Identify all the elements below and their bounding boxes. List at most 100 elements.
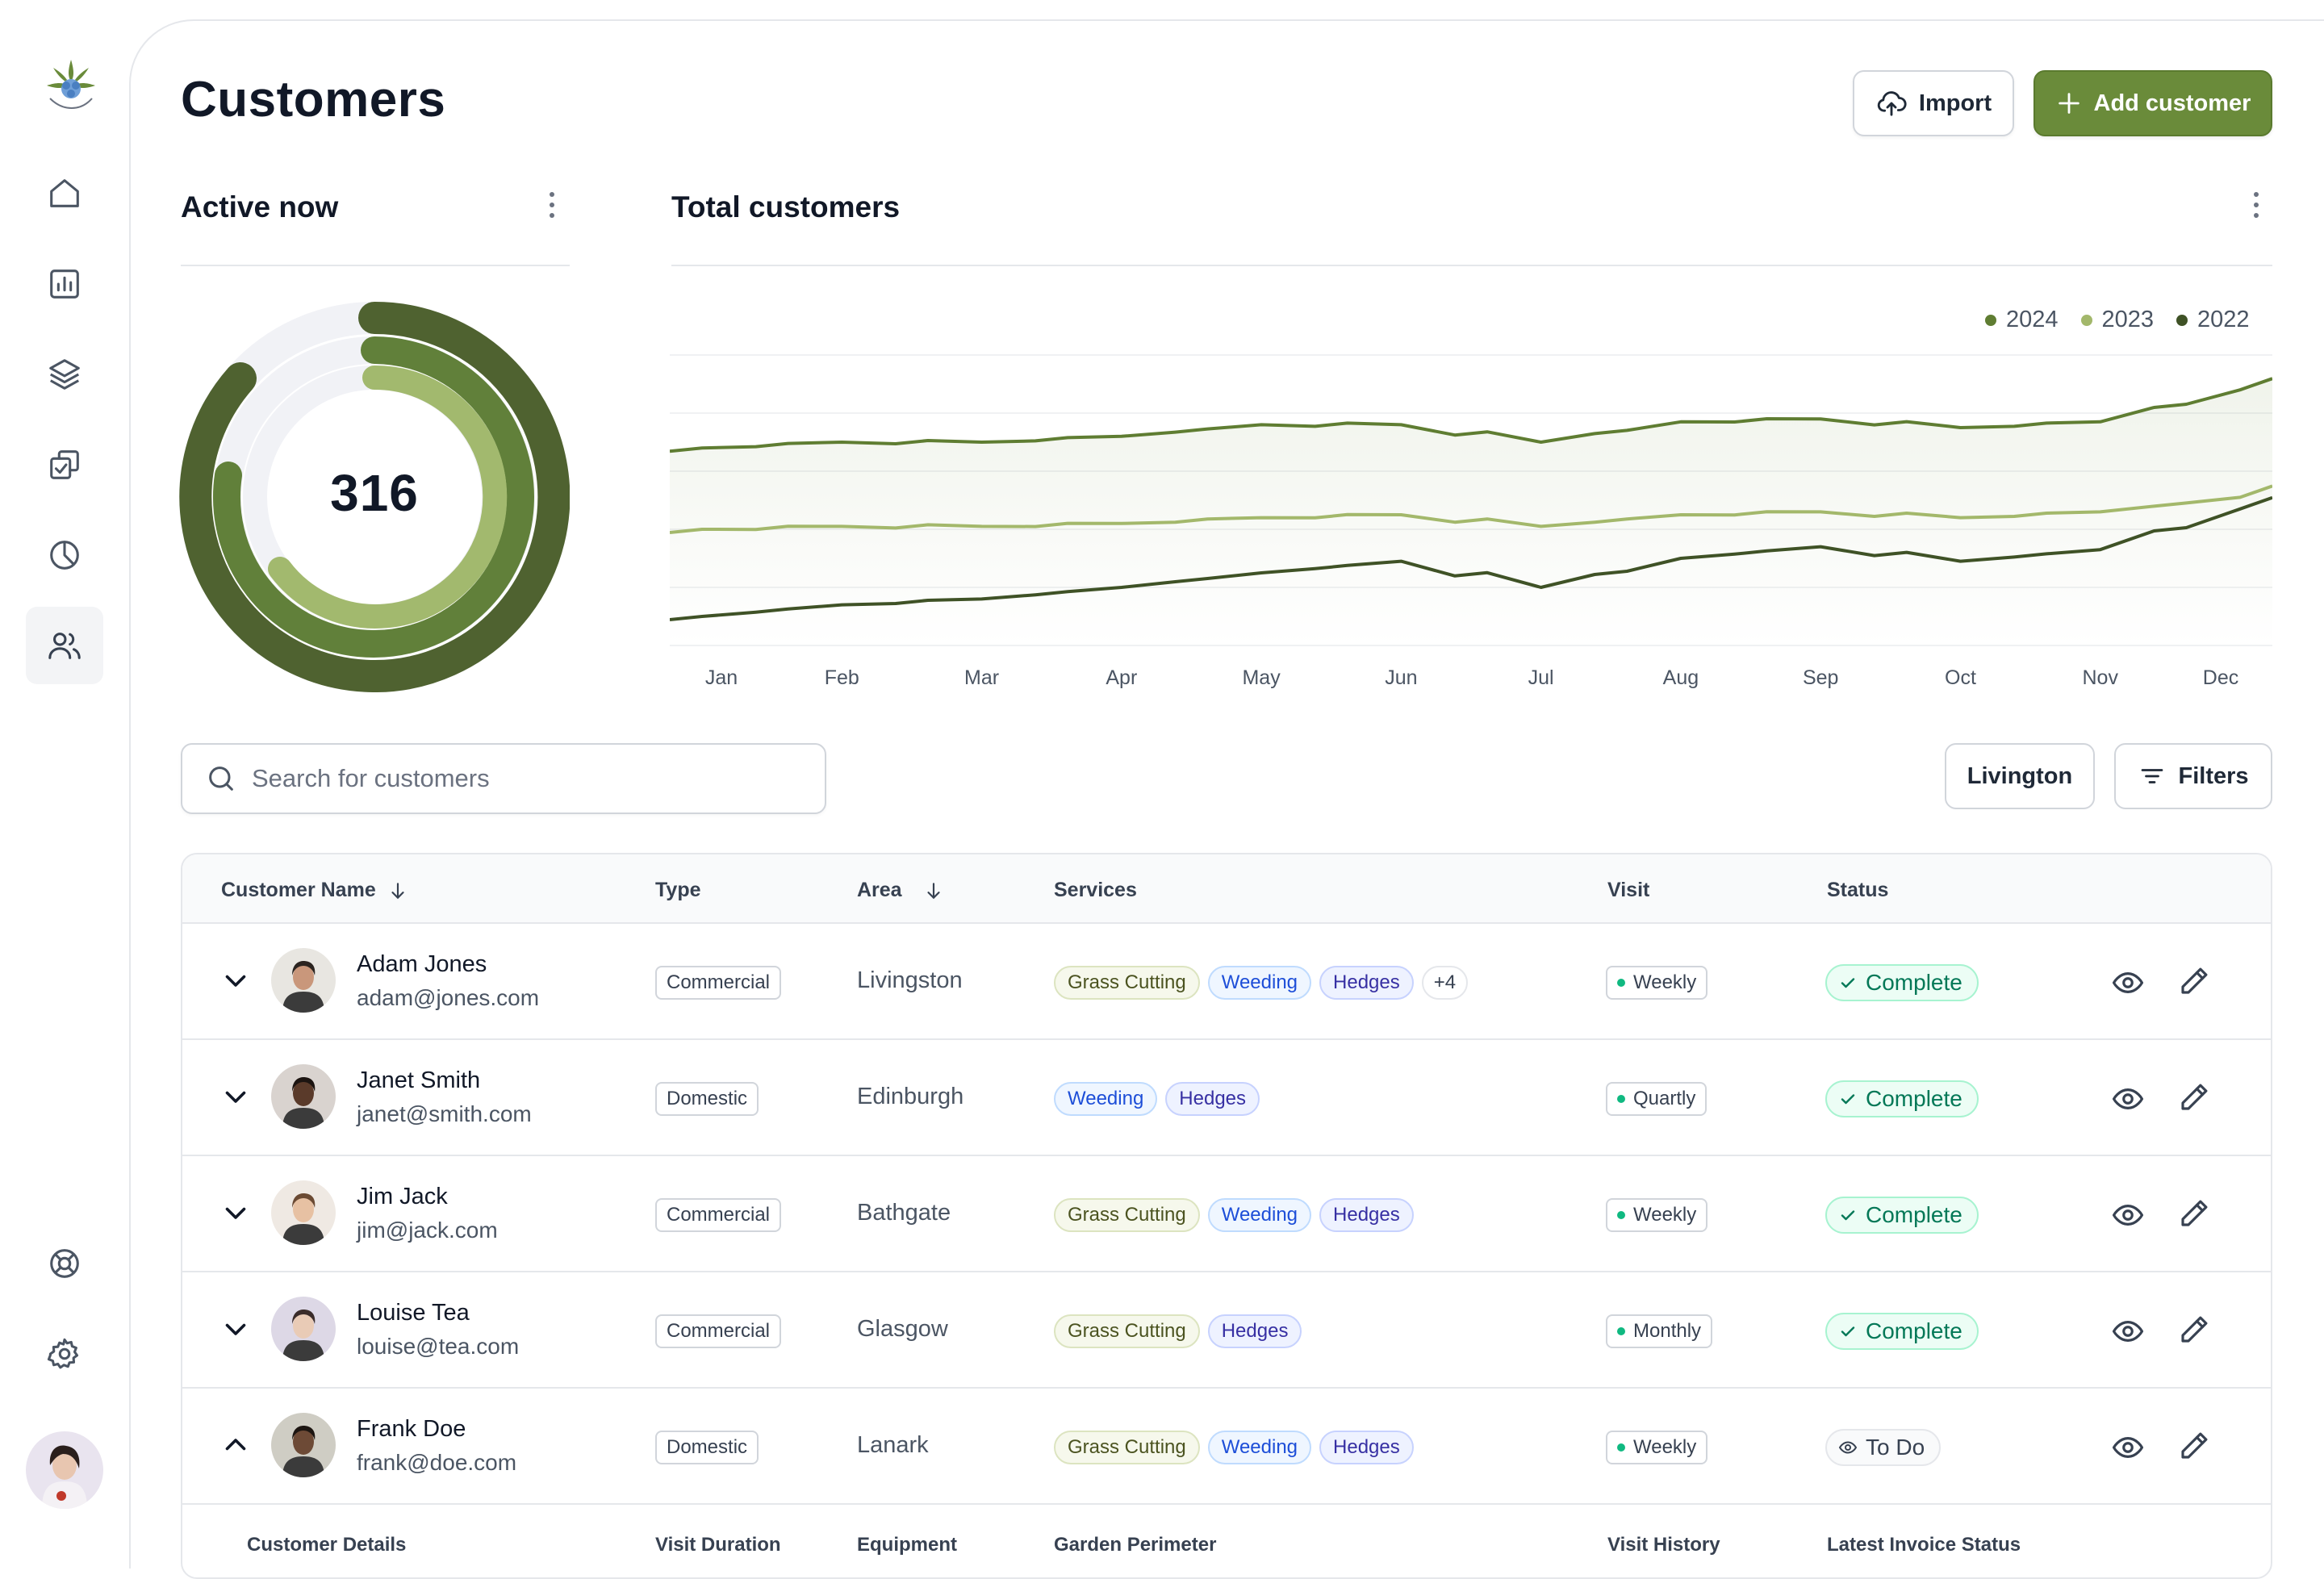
nav-analytics[interactable]	[26, 516, 103, 594]
eye-icon[interactable]	[2111, 966, 2145, 1000]
column-visit[interactable]: Visit	[1607, 879, 1649, 902]
column-type[interactable]: Type	[655, 879, 701, 902]
type-badge: Commercial	[655, 1198, 782, 1232]
nav-support[interactable]	[26, 1225, 103, 1302]
logo[interactable]	[39, 53, 103, 118]
service-tag: Weeding	[1054, 1082, 1158, 1116]
user-avatar[interactable]	[26, 1431, 103, 1509]
column-customer-name-label: Customer Name	[221, 879, 376, 901]
service-tag: Grass Cutting	[1054, 1198, 1200, 1232]
services-cell: Weeding Hedges	[1054, 1082, 1260, 1116]
column-services[interactable]: Services	[1054, 879, 1137, 902]
visit-dot	[1617, 1095, 1625, 1103]
service-tag: Hedges	[1165, 1082, 1260, 1116]
check-icon	[1841, 1094, 1855, 1105]
legend-dot	[2176, 314, 2188, 326]
services-cell: Grass Cutting Weeding Hedges	[1054, 1431, 1414, 1464]
active-now-menu-icon[interactable]	[544, 189, 560, 221]
service-more-tag[interactable]: +4	[1421, 966, 1469, 1000]
service-tag: Hedges	[1319, 1431, 1414, 1464]
type-badge: Commercial	[655, 1314, 782, 1348]
pencil-icon[interactable]	[2177, 964, 2211, 998]
table-row[interactable]: Louise Tea louise@tea.com Commercial Gla…	[182, 1272, 2271, 1389]
status-label: Complete	[1866, 1086, 1962, 1111]
table-row[interactable]: Jim Jack jim@jack.com Commercial Bathgat…	[182, 1156, 2271, 1272]
pencil-icon[interactable]	[2177, 1197, 2211, 1230]
customer-name[interactable]: Janet Smith	[357, 1067, 481, 1093]
chevron-down-icon[interactable]	[221, 1314, 250, 1343]
area-filter-button[interactable]: Livington	[1945, 743, 2095, 809]
pencil-icon[interactable]	[2177, 1313, 2211, 1347]
visit-badge: Weekly	[1606, 1431, 1708, 1464]
visit-dot	[1617, 1327, 1625, 1335]
column-area[interactable]: Area	[857, 879, 944, 902]
filters-button[interactable]: Filters	[2114, 743, 2272, 809]
chevron-down-icon[interactable]	[221, 1198, 250, 1227]
donut-ring-inner	[268, 365, 508, 629]
search-box[interactable]	[181, 743, 826, 814]
chevron-up-icon[interactable]	[221, 1431, 250, 1460]
nav-customers[interactable]	[26, 607, 103, 684]
visit-badge: Weekly	[1606, 966, 1708, 1000]
import-button[interactable]: Import	[1853, 70, 2014, 136]
column-customer-name[interactable]: Customer Name	[221, 879, 408, 902]
nav-tasks[interactable]	[26, 426, 103, 503]
customer-name[interactable]: Frank Doe	[357, 1416, 466, 1442]
import-label: Import	[1918, 90, 1992, 116]
chevron-down-icon[interactable]	[221, 966, 250, 995]
cloud-upload-icon	[1877, 91, 1907, 116]
visit-label: Weekly	[1633, 971, 1697, 993]
pencil-icon[interactable]	[2177, 1080, 2211, 1114]
eye-icon[interactable]	[2111, 1082, 2145, 1116]
customer-name[interactable]: Adam Jones	[357, 951, 487, 977]
area-filter-label: Livington	[1967, 762, 2073, 789]
avatar	[271, 948, 336, 1013]
total-customers-title: Total customers	[671, 190, 901, 223]
chevron-down-icon[interactable]	[221, 1082, 250, 1111]
active-now-value: 316	[330, 464, 419, 522]
eye-icon[interactable]	[2111, 1431, 2145, 1464]
nav-layers[interactable]	[26, 336, 103, 413]
type-badge: Domestic	[655, 1431, 759, 1464]
table-row[interactable]: Frank Doe frank@doe.com Domestic Lanark …	[182, 1389, 2271, 1505]
eye-small-icon	[1838, 1441, 1858, 1454]
table-row[interactable]: Adam Jones adam@jones.com Commercial Liv…	[182, 924, 2271, 1040]
pencil-icon[interactable]	[2177, 1429, 2211, 1463]
detail-column-header: Garden Perimeter	[1054, 1534, 1217, 1556]
eye-icon[interactable]	[2111, 1198, 2145, 1232]
x-tick-label: Jun	[1385, 666, 1417, 689]
column-status[interactable]: Status	[1827, 879, 1888, 902]
x-tick-label: Sep	[1803, 666, 1838, 689]
chart-legend: 2024 2023 2022	[1985, 307, 2250, 333]
customer-name[interactable]: Jim Jack	[357, 1184, 448, 1209]
visit-dot	[1617, 1443, 1625, 1452]
x-tick-label: May	[1242, 666, 1281, 689]
nav-home[interactable]	[26, 155, 103, 232]
total-customers-menu-icon[interactable]	[2248, 189, 2264, 221]
eye-icon[interactable]	[2111, 1314, 2145, 1348]
column-area-label: Area	[857, 879, 902, 901]
customers-table: Customer Name Type Area Services Visit S…	[181, 853, 2272, 1579]
table-row[interactable]: Janet Smith janet@smith.com Domestic Edi…	[182, 1040, 2271, 1156]
status-label: Complete	[1866, 1202, 1962, 1227]
active-now-divider	[181, 265, 570, 266]
nav-settings[interactable]	[26, 1315, 103, 1393]
legend-dot	[2080, 314, 2092, 326]
nav-reports[interactable]	[26, 245, 103, 323]
sort-arrow-down-icon	[391, 882, 404, 899]
detail-column-header: Customer Details	[247, 1534, 407, 1556]
customer-name[interactable]: Louise Tea	[357, 1300, 470, 1326]
add-customer-button[interactable]: Add customer	[2034, 70, 2272, 136]
sort-arrow-down-icon	[927, 882, 940, 899]
x-tick-label: Mar	[964, 666, 999, 689]
service-tag: Weeding	[1207, 1198, 1312, 1232]
service-tag: Hedges	[1207, 1314, 1302, 1348]
legend-item: 2024	[1985, 307, 2059, 333]
layers-icon	[49, 359, 80, 390]
x-tick-label: Dec	[2203, 666, 2238, 689]
detail-column-header: Latest Invoice Status	[1827, 1534, 2021, 1556]
total-customers-divider	[671, 265, 2272, 266]
search-input[interactable]	[252, 764, 800, 793]
customer-email: janet@smith.com	[357, 1101, 532, 1126]
active-now-title: Active now	[181, 190, 339, 223]
